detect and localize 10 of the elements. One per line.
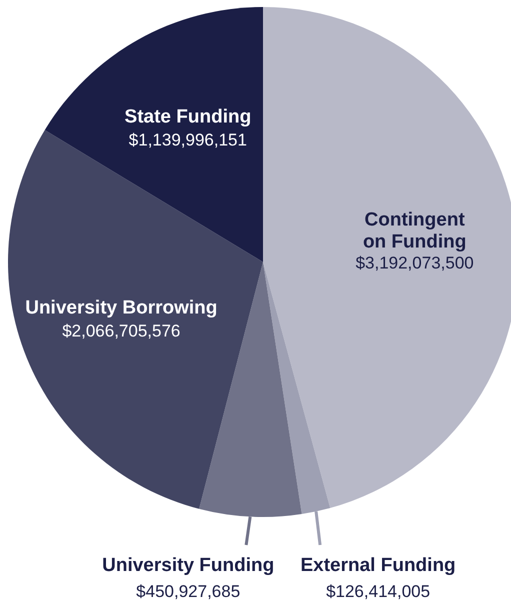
slice-label: Contingent on Funding bbox=[362, 210, 466, 253]
slice-label: State Funding bbox=[124, 106, 252, 128]
slice-label: University Borrowing bbox=[25, 298, 218, 319]
data-label: $3,192,073,500 bbox=[356, 254, 474, 273]
data-label: $450,927,685 bbox=[136, 582, 240, 601]
data-label: $126,414,005 bbox=[326, 582, 430, 601]
data-label: $2,066,705,576 bbox=[62, 322, 180, 341]
slice-label: External Funding bbox=[300, 555, 456, 576]
data-label: $1,139,996,151 bbox=[128, 130, 247, 150]
slice-label: University Funding bbox=[102, 555, 274, 576]
